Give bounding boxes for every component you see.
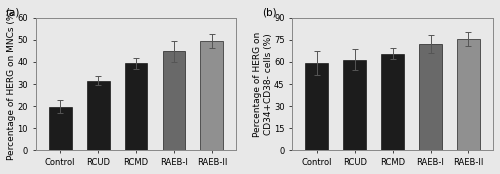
Bar <box>200 41 223 150</box>
Bar <box>419 44 442 150</box>
Bar <box>457 39 480 150</box>
Text: (a): (a) <box>6 7 20 17</box>
Bar <box>124 64 148 150</box>
Y-axis label: Percentage of HERG on MNCs (%): Percentage of HERG on MNCs (%) <box>7 8 16 160</box>
Bar <box>344 60 366 150</box>
Bar <box>162 52 186 150</box>
Bar <box>306 63 328 150</box>
Y-axis label: Percentage of HERG on
CD34+CD38- cells (%): Percentage of HERG on CD34+CD38- cells (… <box>253 31 272 137</box>
Bar <box>49 107 72 150</box>
Bar <box>382 54 404 150</box>
Text: (b): (b) <box>262 7 276 17</box>
Bar <box>87 81 110 150</box>
